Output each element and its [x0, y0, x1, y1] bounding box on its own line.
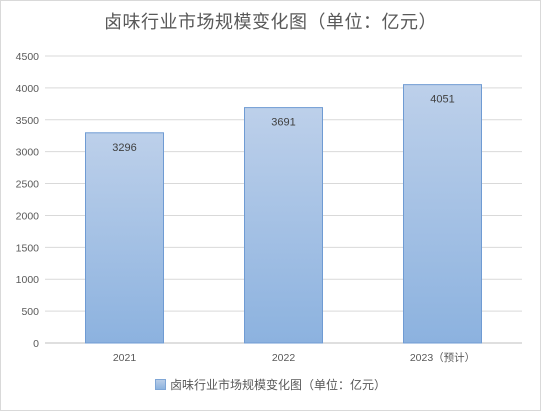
legend-swatch [154, 379, 166, 390]
y-tick-label: 3500 [16, 115, 40, 127]
y-tick-label: 0 [33, 338, 39, 350]
chart-title: 卤味行业市场规模变化图（单位：亿元） [104, 12, 437, 33]
x-tick-label: 2023（预计） [410, 351, 475, 364]
y-tick-label: 500 [21, 306, 39, 318]
x-axis-ticks: 2021 2022 2023（预计） [113, 351, 475, 364]
y-axis-ticks: 0 500 1000 1500 2000 2500 3000 3500 4000 4500 [16, 51, 40, 350]
y-tick-label: 4000 [16, 83, 40, 95]
y-tick-label: 4500 [16, 51, 40, 63]
y-tick-label: 3000 [16, 147, 40, 159]
bar-2022 [244, 107, 323, 344]
y-tick-label: 1500 [16, 242, 40, 254]
legend-label: 卤味行业市场规模变化图（单位：亿元） [169, 378, 386, 392]
legend: 卤味行业市场规模变化图（单位：亿元） [0, 376, 541, 393]
y-tick-label: 1000 [16, 274, 40, 286]
bar-2023（预计） [403, 84, 482, 344]
y-tick-label: 2000 [16, 210, 40, 222]
bar-2021 [85, 132, 164, 344]
x-tick-label: 2022 [272, 352, 296, 364]
bars: 3296 3691 4051 [85, 84, 482, 344]
data-label: 4051 [430, 94, 454, 106]
data-label: 3296 [112, 142, 136, 154]
data-label: 3691 [271, 117, 295, 129]
x-tick-label: 2021 [113, 352, 137, 364]
y-tick-label: 2500 [16, 179, 40, 191]
